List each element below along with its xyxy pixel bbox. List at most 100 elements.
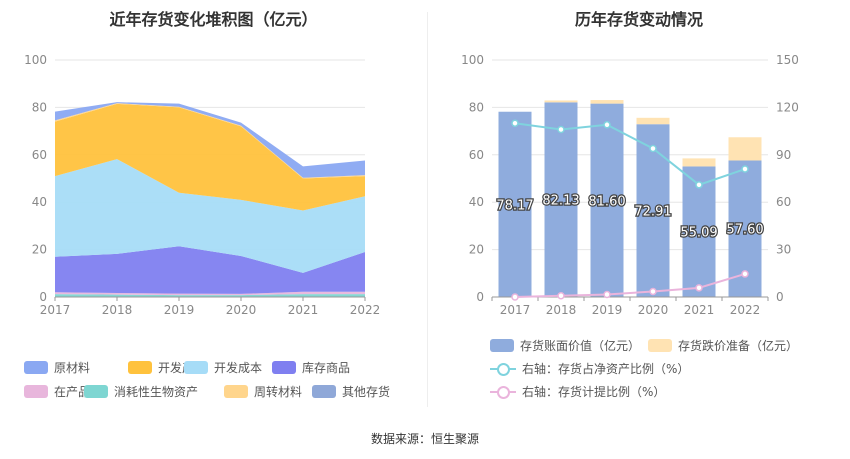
legend-swatch [84,385,108,398]
bar-data-label: 81.60 [588,194,625,209]
line-series [514,122,746,186]
x-tick-label: 2019 [164,303,195,317]
line-point [741,165,749,173]
bar [544,100,578,103]
x-tick-label: 2019 [592,303,623,317]
bar [636,117,670,125]
data-source: 数据来源：恒生聚源 [370,432,479,446]
legend-swatch [312,385,336,398]
line-point [557,125,565,134]
legend-label: 库存商品 [302,361,351,375]
right-legend-item[interactable]: 存货账面价值（亿元） [490,337,640,354]
left-legend-item[interactable]: 消耗性生物资产 [84,383,198,400]
y2-tick-label: 150 [776,53,799,67]
legend-swatch [272,361,296,374]
right-bar-line-chart: 0 20 40 60 80 100 0 30 60 90 120 150 78.17 82.13 81.60… [461,53,799,317]
panel-divider [427,12,428,407]
area-series [55,294,365,297]
bar [498,111,532,298]
left-legend-item[interactable]: 开发成本 [184,359,262,376]
x-tick-label: 2022 [350,303,381,317]
y-tick-label: 60 [469,148,484,162]
area-series [55,102,365,178]
line-point [511,119,519,127]
x-tick-label: 2021 [684,303,715,317]
y2-tick-label: 90 [776,148,791,162]
x-tick-label: 2020 [226,303,257,317]
left-legend-item[interactable]: 原材料 [24,359,90,376]
area-series [55,103,365,211]
area-series [55,246,365,294]
legend-label: 开发成本 [214,361,263,375]
y2-tick-label: 60 [776,195,791,209]
bar [728,137,762,161]
line-point [603,121,611,129]
legend-swatch [224,385,248,398]
y-tick-label: 40 [469,195,484,209]
left-stacked-area-chart: 0 20 40 60 80 100 2017 2018 2019 2020 2021 2022 [24,53,381,317]
bar [590,103,624,297]
line-point [695,284,703,292]
legend-line-swatch [490,362,516,376]
y-tick-label: 20 [469,243,484,257]
line-point [603,290,611,299]
legend-label: 原材料 [54,361,91,375]
y-tick-label: 0 [476,290,484,304]
x-tick-label: 2017 [500,303,531,317]
legend-swatch [648,339,672,352]
x-tick-label: 2017 [40,303,71,317]
y-tick-label: 80 [32,100,47,114]
right-legend-item[interactable]: 右轴：存货占净资产比例（%） [490,360,689,377]
line-point [649,144,657,153]
legend-swatch [184,361,208,374]
y-tick-label: 100 [461,53,484,67]
legend-label: 右轴：存货计提比例（%） [522,385,666,399]
bar [544,102,578,297]
line-point [557,291,565,300]
bar-data-label: 57.60 [726,223,763,238]
left-legend-item[interactable]: 在产品 [24,383,90,400]
bar [590,100,624,104]
legend-label: 其他存货 [342,385,391,399]
y2-tick-label: 120 [776,100,799,114]
bar [636,124,670,297]
bar-data-label: 72.91 [634,205,671,220]
y-tick-label: 20 [32,243,47,257]
bar [682,158,716,167]
line-point [741,270,749,278]
area-series [55,291,365,296]
x-tick-label: 2018 [102,303,133,317]
legend-swatch [24,361,48,374]
legend-line-swatch [490,385,516,399]
legend-swatch [128,361,152,374]
line-point [511,293,519,301]
line-point [649,287,657,296]
y-tick-label: 0 [39,290,47,304]
x-tick-label: 2020 [638,303,669,317]
left-legend-item[interactable]: 库存商品 [272,359,350,376]
y-tick-label: 40 [32,195,47,209]
right-chart-title: 历年存货变动情况 [574,10,703,29]
right-legend-item[interactable]: 右轴：存货计提比例（%） [490,383,665,400]
x-tick-label: 2022 [730,303,761,317]
left-legend-item[interactable]: 周转材料 [224,383,302,400]
line-series [514,272,746,298]
right-legend-item[interactable]: 存货跌价准备（亿元） [648,337,798,354]
legend-label: 周转材料 [254,385,303,399]
left-legend-item[interactable]: 其他存货 [312,383,390,400]
y-tick-label: 100 [24,53,47,67]
legend-label: 消耗性生物资产 [114,385,199,399]
bar-data-label: 55.09 [680,226,717,241]
area-series [55,159,365,273]
legend-swatch [24,385,48,398]
legend-label: 在产品 [54,385,91,399]
bar-data-label: 82.13 [542,194,579,209]
left-chart-title: 近年存货变化堆积图（亿元） [109,10,318,29]
bar-data-label: 78.17 [496,198,533,213]
line-point [695,181,703,189]
y2-tick-label: 30 [776,243,791,257]
y-tick-label: 60 [32,148,47,162]
x-tick-label: 2018 [546,303,577,317]
legend-label: 存货账面价值（亿元） [520,339,641,353]
y2-tick-label: 0 [776,290,784,304]
